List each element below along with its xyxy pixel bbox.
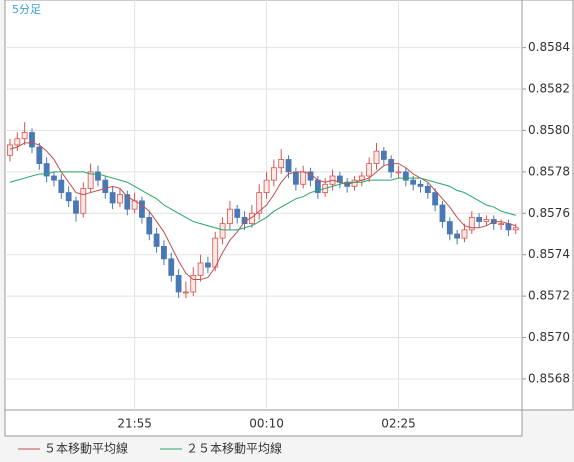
legend-label: ５本移動平均線 bbox=[44, 441, 128, 456]
candle-body bbox=[446, 221, 453, 235]
candle-body bbox=[7, 144, 13, 156]
candle-body bbox=[424, 185, 431, 193]
candle-body bbox=[43, 163, 50, 177]
candle-body bbox=[102, 179, 109, 193]
candle-body bbox=[476, 217, 483, 222]
y-tick-label: 0.8576 bbox=[528, 206, 570, 220]
candle-body bbox=[417, 183, 424, 187]
candle-body bbox=[168, 258, 175, 276]
candle-body bbox=[498, 223, 505, 226]
candle-body bbox=[109, 192, 116, 204]
y-tick-label: 0.8584 bbox=[528, 40, 570, 54]
candle-body bbox=[219, 223, 226, 239]
candle-body bbox=[366, 163, 373, 177]
x-tick-label: 00:10 bbox=[249, 417, 284, 431]
candle-body bbox=[65, 192, 72, 202]
candle-body bbox=[483, 219, 490, 222]
candle-body bbox=[117, 194, 123, 204]
candle-body bbox=[73, 200, 79, 214]
y-tick-label: 0.8578 bbox=[528, 164, 570, 178]
candle-body bbox=[29, 132, 35, 148]
candle-body bbox=[300, 171, 307, 185]
candle-body bbox=[95, 171, 101, 181]
candle-body bbox=[454, 233, 461, 239]
candle-body bbox=[21, 132, 28, 140]
candle-body bbox=[256, 192, 263, 214]
candle-body bbox=[351, 179, 358, 187]
y-tick-label: 0.8580 bbox=[528, 123, 570, 137]
candle-body bbox=[512, 227, 519, 231]
x-tick-label: 02:25 bbox=[381, 417, 416, 431]
candle-body bbox=[373, 150, 380, 164]
candle-body bbox=[234, 208, 241, 218]
candle-body bbox=[292, 171, 299, 185]
candle-body bbox=[197, 262, 204, 276]
candle-body bbox=[226, 208, 233, 225]
candle-body bbox=[388, 159, 395, 173]
candle-body bbox=[432, 192, 439, 206]
candle-body bbox=[146, 217, 153, 235]
candle-body bbox=[161, 246, 167, 260]
candle-body bbox=[395, 171, 402, 174]
candle-body bbox=[87, 171, 94, 189]
candle-body bbox=[270, 167, 277, 181]
x-axis-area bbox=[4, 409, 523, 437]
candle-body bbox=[183, 291, 189, 294]
candle-body bbox=[461, 229, 468, 239]
ma-line bbox=[9, 142, 516, 281]
candle-body bbox=[14, 138, 21, 146]
candle-body bbox=[190, 275, 197, 293]
y-tick-label: 0.8568 bbox=[528, 371, 570, 385]
y-tick-label: 0.8570 bbox=[528, 330, 570, 344]
ma-line bbox=[9, 171, 516, 231]
y-tick-label: 0.8582 bbox=[528, 82, 570, 96]
candle-body bbox=[263, 179, 270, 193]
candle-body bbox=[124, 194, 131, 210]
chart-title: 5分足 bbox=[12, 3, 41, 16]
candle-body bbox=[410, 179, 417, 185]
legend-label: ２５本移動平均線 bbox=[186, 441, 282, 456]
candle-body bbox=[51, 175, 57, 181]
candle-body bbox=[153, 233, 160, 247]
candle-body bbox=[278, 159, 285, 169]
y-tick-label: 0.8572 bbox=[528, 289, 570, 303]
x-tick-label: 21:55 bbox=[117, 417, 152, 431]
candle-body bbox=[36, 146, 43, 164]
candle-body bbox=[380, 150, 387, 160]
candle-body bbox=[439, 204, 446, 222]
y-axis-area bbox=[521, 0, 574, 411]
candle-body bbox=[80, 188, 87, 214]
candle-body bbox=[402, 171, 409, 181]
candle-body bbox=[58, 179, 65, 193]
candle-body bbox=[139, 200, 145, 218]
candle-body bbox=[468, 217, 475, 231]
candle-body bbox=[175, 275, 182, 293]
candle-body bbox=[285, 159, 292, 173]
candle-body bbox=[205, 262, 211, 268]
y-tick-label: 0.8574 bbox=[528, 247, 570, 261]
